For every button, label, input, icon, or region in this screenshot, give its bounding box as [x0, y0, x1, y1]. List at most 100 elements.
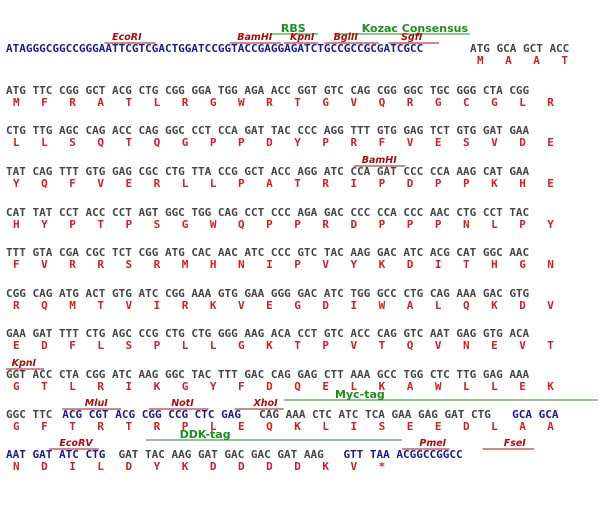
- amino-acid: K: [266, 339, 273, 352]
- amino-acid: D: [519, 136, 526, 149]
- amino-acid: L: [13, 136, 20, 149]
- amino-acid: R: [69, 258, 76, 271]
- amino-acid: Y: [13, 177, 20, 190]
- amino-acid: S: [463, 136, 470, 149]
- amino-acid: E: [266, 299, 273, 312]
- amino-acid: T: [126, 96, 133, 109]
- amino-acid: I: [126, 380, 133, 393]
- amino-acid: R: [407, 96, 414, 109]
- dna-sequence: GAT TAC AAG GAT GAC GAC GAT AAG: [118, 448, 324, 461]
- dna-sequence: GAA GAT TTT CTG AGC CCG CTG CTG GGG AAG …: [6, 327, 530, 340]
- amino-acid: R: [13, 299, 20, 312]
- amino-acid: V: [491, 136, 498, 149]
- amino-acid: T: [547, 339, 554, 352]
- amino-acid: V: [547, 299, 554, 312]
- amino-acid: K: [547, 380, 554, 393]
- dna-sequence: CTG TTG AGC CAG ACC CAG GGC CCT CCA GAT …: [6, 124, 530, 137]
- amino-acid: P: [69, 218, 76, 231]
- amino-acid: K: [322, 460, 329, 473]
- amino-acid: D: [294, 460, 301, 473]
- restriction-site-label: MluI: [85, 398, 108, 409]
- amino-acid: L: [210, 420, 217, 433]
- amino-acid: E: [322, 380, 329, 393]
- amino-acid: F: [41, 420, 48, 433]
- amino-acid: S: [69, 136, 76, 149]
- amino-acid: T: [379, 339, 386, 352]
- amino-acid: T: [294, 177, 301, 190]
- amino-acid: V: [238, 299, 245, 312]
- amino-acid: D: [126, 460, 133, 473]
- amino-acid: L: [350, 380, 357, 393]
- amino-acid: R: [97, 380, 104, 393]
- amino-acid: K: [491, 299, 498, 312]
- restriction-site-label: BamHI: [362, 155, 398, 166]
- amino-acid: P: [407, 218, 414, 231]
- dna-sequence: GTT TAA ACGGCCGGCC: [343, 448, 462, 461]
- amino-acid: F: [69, 177, 76, 190]
- amino-acid: R: [154, 420, 161, 433]
- amino-acid: P: [154, 339, 161, 352]
- amino-acid: Q: [407, 339, 414, 352]
- restriction-site-label: SgfI: [401, 32, 423, 43]
- amino-acid: P: [266, 218, 273, 231]
- amino-acid: I: [69, 460, 76, 473]
- dna-sequence: ATAGGGCGGCCGGGAATTCGTCGACTGGATCCGGTACCGA…: [6, 42, 423, 55]
- amino-acid: M: [477, 54, 484, 67]
- amino-acid: Q: [463, 299, 470, 312]
- amino-acid: H: [519, 177, 526, 190]
- amino-acid: D: [463, 420, 470, 433]
- amino-acid: A: [97, 96, 104, 109]
- amino-acid: A: [519, 420, 526, 433]
- amino-acid: D: [238, 460, 245, 473]
- amino-acid: G: [13, 420, 20, 433]
- dna-sequence: GCA GCA: [512, 408, 559, 421]
- amino-acid: R: [266, 96, 273, 109]
- amino-acid: A: [505, 54, 512, 67]
- dna-sequence: ATG GCA GCT ACC: [470, 42, 569, 55]
- restriction-site-label: BamHI: [237, 32, 273, 43]
- amino-acid: D: [322, 299, 329, 312]
- amino-acid: L: [41, 136, 48, 149]
- amino-acid: Q: [97, 136, 104, 149]
- feature-label: Kozac Consensus: [362, 22, 469, 35]
- amino-acid: W: [210, 218, 217, 231]
- amino-acid: P: [463, 177, 470, 190]
- amino-acid: N: [463, 339, 470, 352]
- amino-acid: P: [238, 136, 245, 149]
- dna-sequence: TTT GTA CGA CGC TCT CGG ATG CAC AAC ATC …: [6, 246, 529, 259]
- amino-acid: M: [13, 96, 20, 109]
- dna-sequence: CGG CAG ATG ACT GTG ATC CGG AAA GTG GAA …: [6, 287, 530, 300]
- amino-acid: G: [238, 339, 245, 352]
- restriction-site-label: KpnI: [12, 358, 37, 369]
- amino-acid: L: [182, 339, 189, 352]
- amino-acid: D: [266, 460, 273, 473]
- amino-acid: P: [294, 258, 301, 271]
- amino-acid: T: [97, 299, 104, 312]
- feature-label: DDK-tag: [180, 428, 231, 441]
- amino-acid: I: [350, 420, 357, 433]
- amino-acid: D: [41, 460, 48, 473]
- amino-acid: S: [126, 258, 133, 271]
- amino-acid: R: [547, 96, 554, 109]
- restriction-site-label: PmeI: [419, 438, 446, 449]
- amino-acid: G: [519, 258, 526, 271]
- restriction-site-label: XhoI: [252, 398, 278, 409]
- dna-sequence: CAG AAA CTC ATC TCA GAA GAG GAT CTG: [259, 408, 491, 421]
- amino-acid: A: [407, 299, 414, 312]
- amino-acid: F: [379, 136, 386, 149]
- amino-acid: P: [294, 218, 301, 231]
- amino-acid: P: [435, 177, 442, 190]
- amino-acid: I: [154, 299, 161, 312]
- amino-acid: C: [463, 96, 470, 109]
- amino-acid: Q: [41, 299, 48, 312]
- amino-acid: E: [13, 339, 20, 352]
- amino-acid: T: [561, 54, 568, 67]
- amino-acid: R: [97, 420, 104, 433]
- amino-acid: D: [407, 177, 414, 190]
- amino-acid: R: [69, 96, 76, 109]
- amino-acid: R: [182, 96, 189, 109]
- amino-acid: V: [126, 299, 133, 312]
- amino-acid: S: [379, 420, 386, 433]
- amino-acid: R: [97, 258, 104, 271]
